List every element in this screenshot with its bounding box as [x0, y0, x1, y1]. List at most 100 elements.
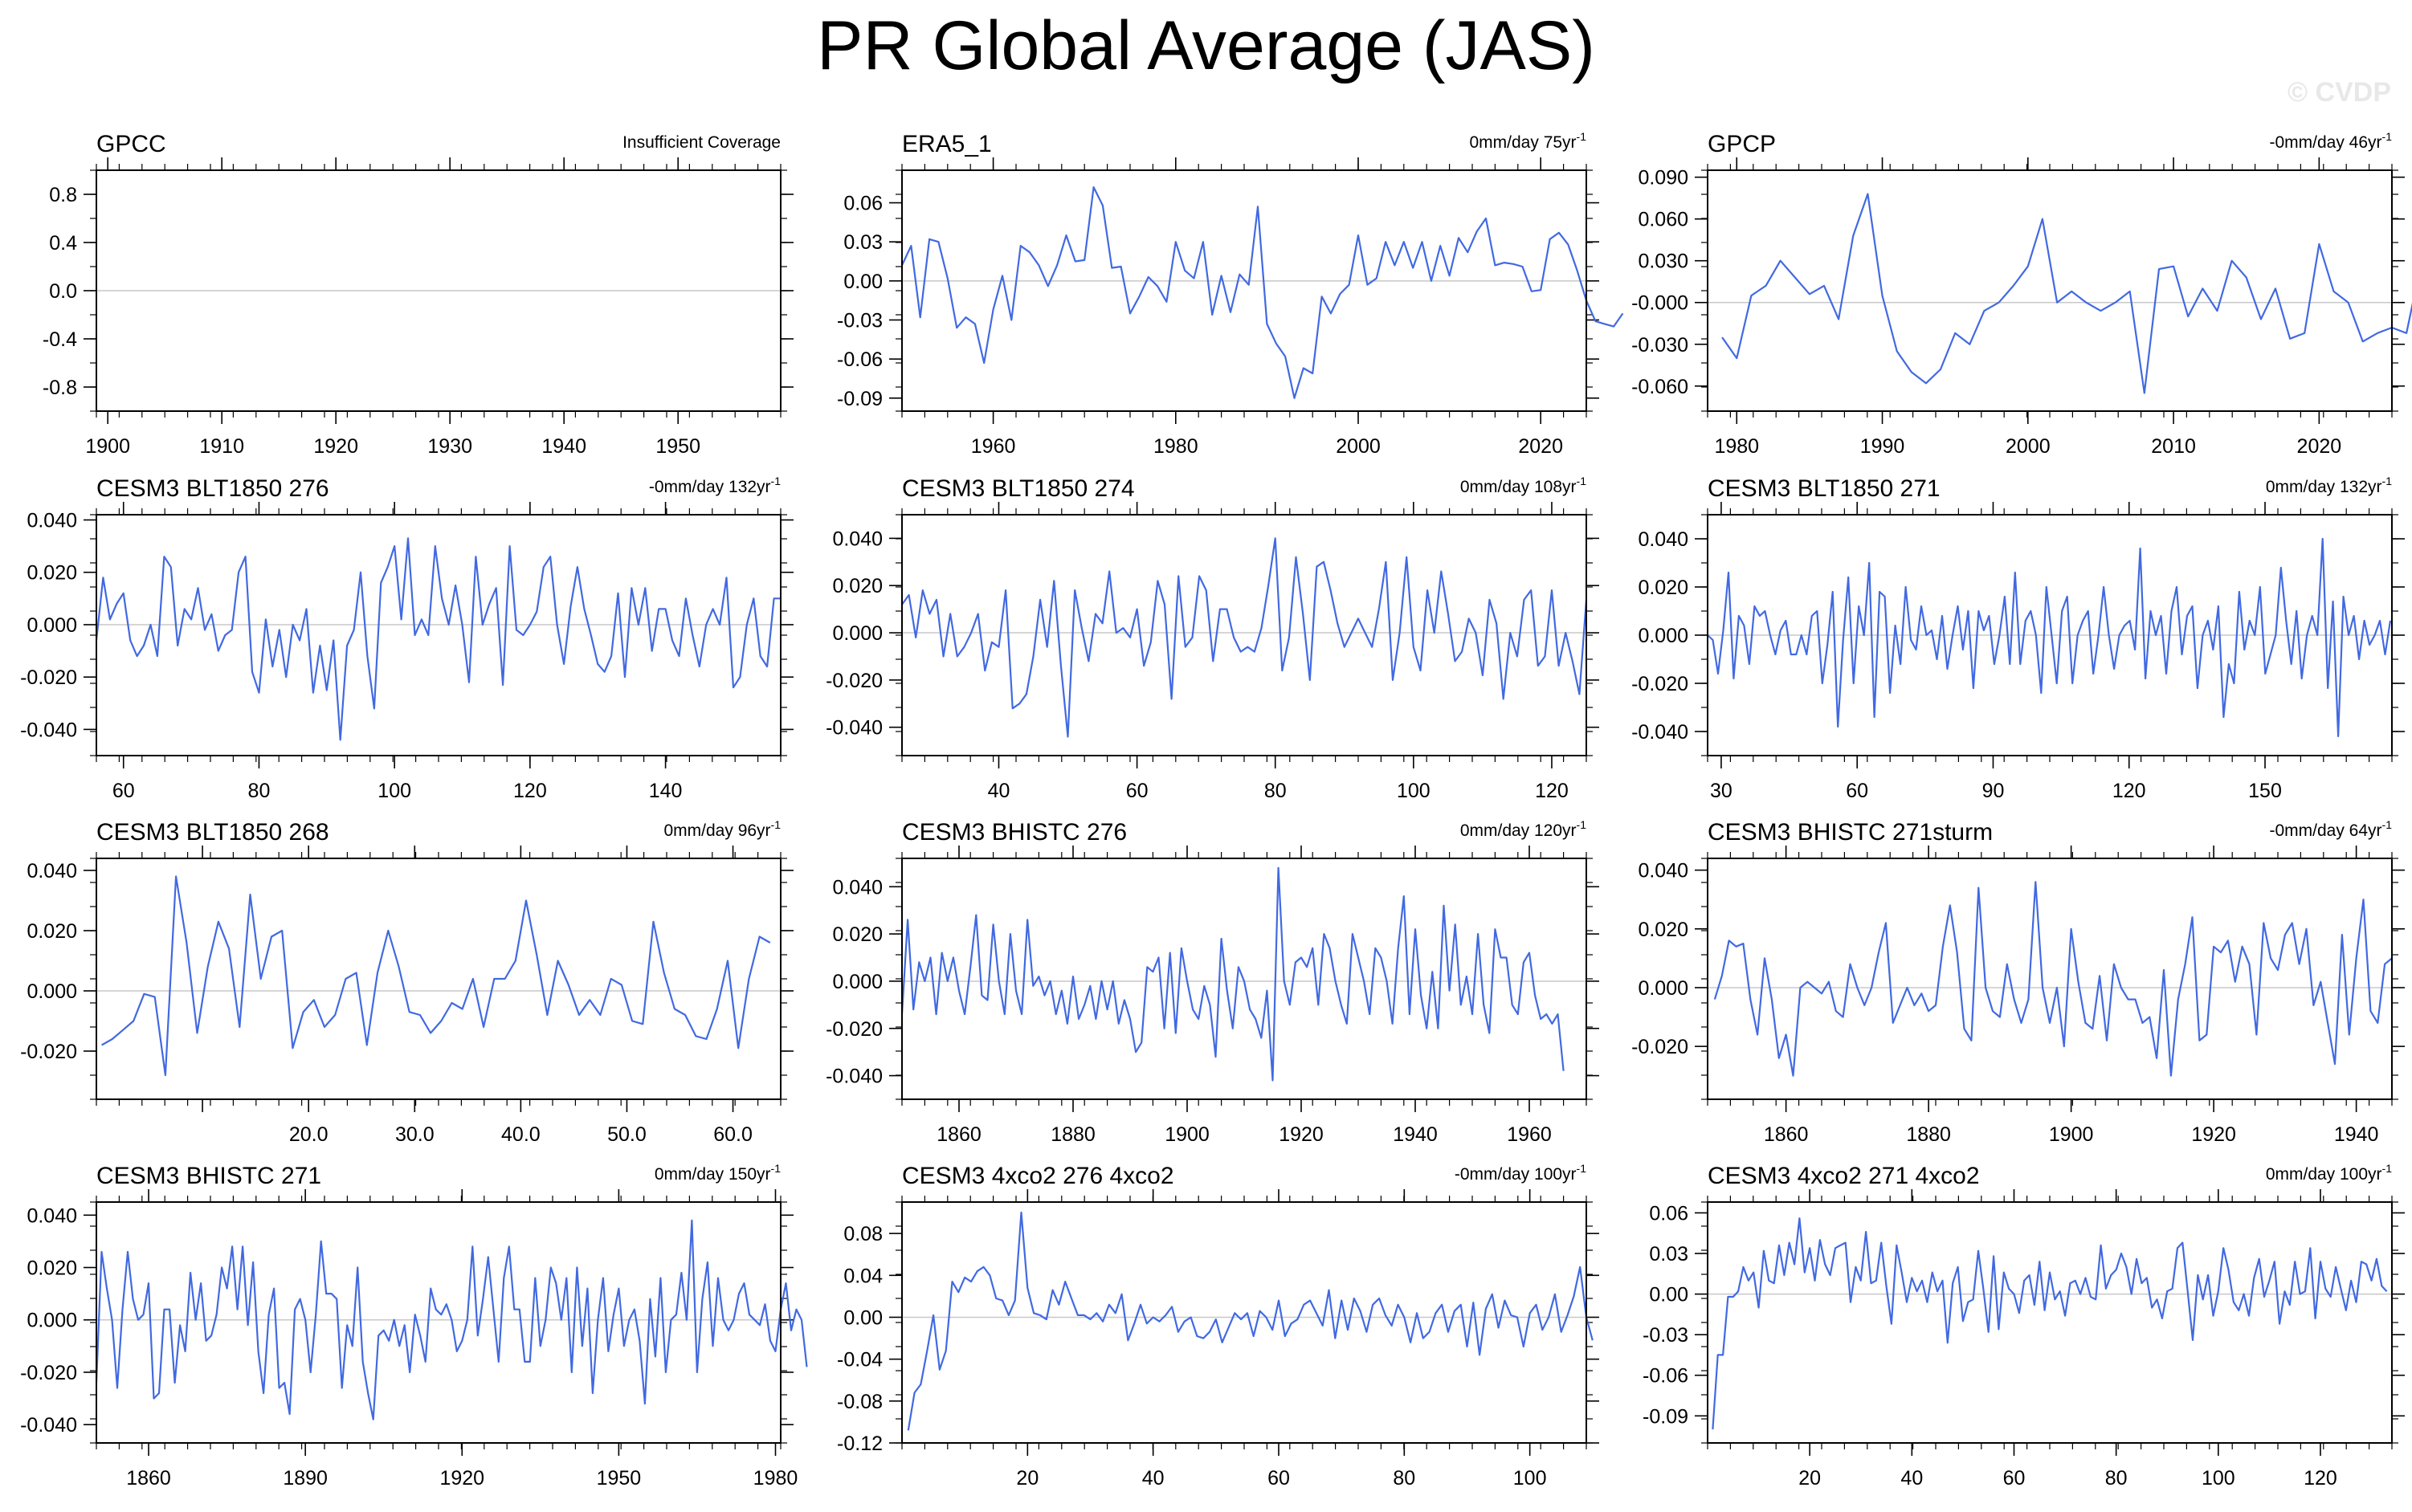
y-tick-label: -0.020 [826, 670, 883, 692]
x-tick-label: 1900 [2049, 1123, 2094, 1146]
watermark: © CVDP [2288, 77, 2391, 108]
y-tick-label: 0.090 [1638, 167, 1688, 190]
y-tick-label: 0.000 [27, 980, 77, 1003]
x-tick-label: 1960 [971, 435, 1016, 458]
x-tick-label: 1950 [597, 1467, 642, 1490]
chart-title: CESM3 BLT1850 274 [902, 475, 1135, 502]
x-tick-label: 1890 [283, 1467, 328, 1490]
x-tick-label: 150 [2248, 780, 2282, 802]
y-tick-label: -0.040 [20, 719, 77, 741]
y-tick-label: 0.060 [1638, 209, 1688, 231]
plot-frame [901, 169, 1587, 412]
x-tick-label: 1860 [126, 1467, 171, 1490]
x-tick-label: 80 [2105, 1467, 2128, 1490]
chart-panel: 0.040 0.020 0.000 -0.020 -0.040 60 80 100 120 140… [20, 475, 794, 802]
x-tick-label: 1980 [1714, 435, 1759, 458]
y-tick-label: -0.06 [837, 348, 883, 371]
x-tick-label: 2020 [2297, 435, 2342, 458]
y-tick-label: 0.020 [27, 562, 77, 585]
x-tick-label: 60 [1846, 780, 1868, 802]
y-tick-label: 0.040 [1638, 528, 1688, 551]
x-tick-label: 1920 [1279, 1123, 1324, 1146]
y-tick-label: 0.000 [27, 1310, 77, 1332]
x-tick-label: 20 [1798, 1467, 1821, 1490]
y-tick-label: 0.06 [1649, 1202, 1688, 1225]
x-tick-label: 100 [1397, 780, 1430, 802]
x-tick-label: 1920 [313, 435, 358, 458]
x-tick-label: 1990 [1860, 435, 1905, 458]
x-tick-label: 1920 [439, 1467, 484, 1490]
x-tick-label: 100 [2202, 1467, 2235, 1490]
y-tick-label: -0.060 [1631, 376, 1688, 398]
y-tick-label: 0.000 [27, 614, 77, 637]
x-tick-label: 40 [1142, 1467, 1165, 1490]
x-tick-label: 80 [1393, 1467, 1415, 1490]
y-tick-label: -0.040 [1631, 721, 1688, 744]
plot-frame [96, 858, 782, 1100]
x-tick-label: 120 [2112, 780, 2146, 802]
y-tick-label: 0.06 [843, 193, 883, 215]
chart-panel: 0.040 0.020 0.000 -0.020 -0.040 40 60 80 100 120 C… [826, 475, 1599, 802]
series-line [907, 1211, 1594, 1431]
x-tick-label: 1940 [541, 435, 586, 458]
y-tick-label: 0.020 [832, 923, 883, 946]
y-tick-label: 0.03 [1649, 1243, 1688, 1265]
y-tick-label: 0.020 [832, 575, 883, 597]
y-tick-label: 0.020 [1638, 919, 1688, 941]
y-tick-label: -0.03 [837, 309, 883, 332]
y-tick-label: 0.08 [843, 1223, 883, 1245]
chart-panel: 0.08 0.04 0.00 -0.04 -0.08 -0.12 20 40 60 80 100 CE… [837, 1162, 1599, 1490]
plot-frame [96, 514, 782, 756]
x-tick-label: 120 [1535, 780, 1569, 802]
chart-annotation: -0mm/day 46yr-1 [2270, 130, 2393, 152]
chart-panel: 0.090 0.060 0.030 -0.000 -0.030 -0.060 1980 199… [1631, 130, 2412, 458]
y-tick-label: 0.00 [1649, 1284, 1688, 1306]
y-tick-label: 0.000 [832, 622, 883, 645]
y-tick-label: 0.020 [27, 920, 77, 943]
y-tick-label: 0.020 [27, 1257, 77, 1280]
x-tick-label: 1920 [2191, 1123, 2236, 1146]
series-line [901, 186, 1624, 399]
plot-frame [1707, 169, 2393, 412]
x-tick-label: 40.0 [501, 1123, 541, 1146]
y-tick-label: 0.00 [843, 271, 883, 293]
chart-title: ERA5_1 [902, 131, 992, 157]
x-tick-label: 20 [1016, 1467, 1039, 1490]
chart-panel: 0.040 0.020 0.000 -0.020 -0.040 30 60 90 120 150 C… [1631, 475, 2405, 802]
x-tick-label: 1940 [1393, 1123, 1438, 1146]
chart-panel: 0.040 0.020 0.000 -0.020 -0.040 1860 1890 1920 1… [20, 1162, 808, 1490]
x-tick-label: 100 [378, 780, 411, 802]
y-tick-label: -0.09 [837, 388, 883, 410]
plot-frame [1707, 514, 2393, 756]
y-tick-label: -0.020 [1631, 673, 1688, 695]
x-tick-label: 1900 [1165, 1123, 1210, 1146]
y-tick-label: 0.000 [832, 971, 883, 993]
y-tick-label: -0.03 [1643, 1324, 1688, 1347]
x-tick-label: 60.0 [713, 1123, 753, 1146]
x-tick-label: 1910 [199, 435, 244, 458]
x-tick-label: 120 [513, 780, 547, 802]
y-tick-label: -0.040 [826, 1066, 883, 1088]
series-line [101, 875, 771, 1077]
x-tick-label: 30.0 [395, 1123, 435, 1146]
chart-panel: 0.040 0.020 0.000 -0.020 20.0 30.0 40.0 50.0 60.… [20, 818, 794, 1146]
x-tick-label: 80 [248, 780, 271, 802]
chart-annotation: 0mm/day 96yr-1 [664, 818, 782, 840]
y-tick-label: 0.0 [49, 280, 77, 303]
y-tick-label: -0.030 [1631, 334, 1688, 357]
y-tick-label: -0.020 [826, 1018, 883, 1041]
y-tick-label: 0.03 [843, 231, 883, 254]
chart-annotation: 0mm/day 120yr-1 [1460, 818, 1586, 840]
series-line [1713, 881, 2393, 1077]
x-tick-label: 1940 [2334, 1123, 2379, 1146]
page-title: PR Global Average (JAS) [817, 7, 1595, 84]
chart-annotation: -0mm/day 64yr-1 [2270, 818, 2393, 840]
x-tick-label: 1880 [1051, 1123, 1096, 1146]
x-tick-label: 60 [112, 780, 135, 802]
chart-annotation: 0mm/day 108yr-1 [1460, 475, 1586, 496]
y-tick-label: -0.040 [20, 1414, 77, 1437]
x-tick-label: 1980 [753, 1467, 798, 1490]
series-line [95, 537, 781, 741]
chart-title: CESM3 BLT1850 276 [96, 475, 329, 502]
y-tick-label: 0.04 [843, 1265, 883, 1287]
